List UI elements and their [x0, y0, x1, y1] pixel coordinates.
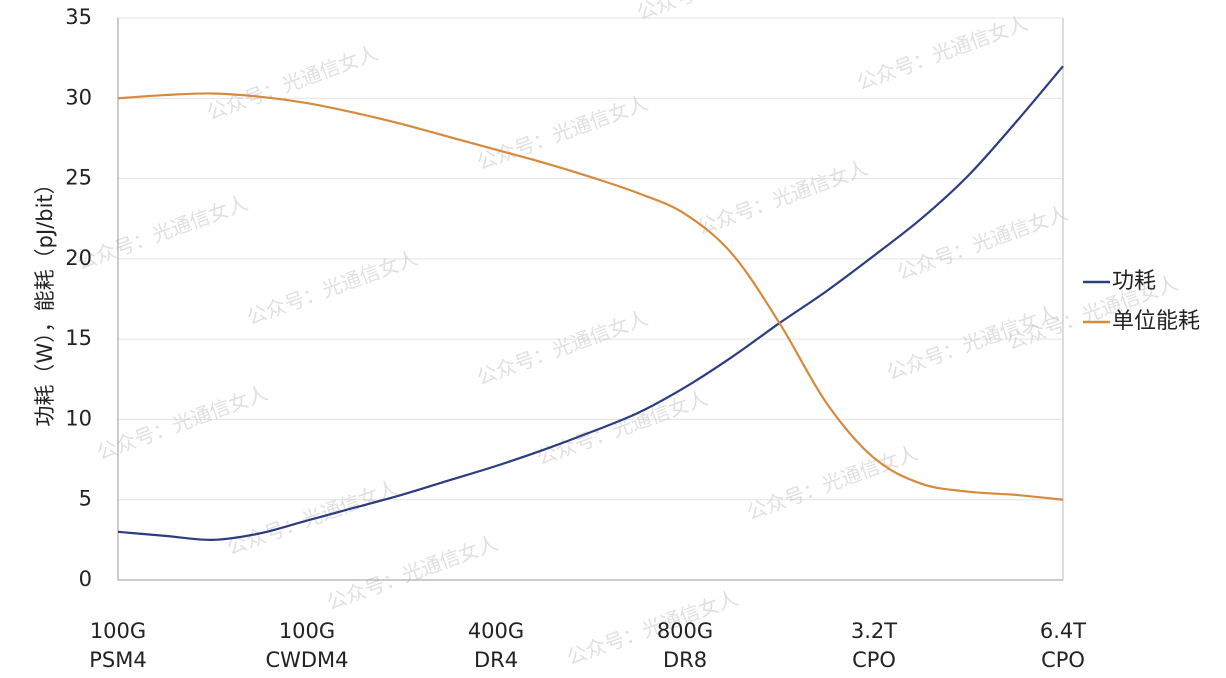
x-tick-labels: 100G PSM4 100G CWDM4 400G DR4 800G DR8 3.2T CPO 6.…	[89, 619, 1086, 672]
watermark-text: 公众号：光通信女人	[534, 386, 711, 470]
series-line-功耗	[117, 65, 1064, 541]
series-line-单位能耗	[117, 92, 1064, 501]
y-tick-label: 15	[65, 326, 92, 350]
x-tick-label: 3.2T CPO	[851, 619, 897, 672]
watermark-text: 公众号：光通信女人	[224, 476, 401, 560]
watermark-text: 公众号：光通信女人	[694, 156, 871, 240]
watermark-text: 公众号：光通信女人	[564, 586, 741, 670]
y-tick-label: 5	[79, 487, 92, 511]
y-tick-label: 35	[65, 5, 92, 29]
y-tick-label: 30	[65, 85, 92, 109]
watermark-text: 公众号：光通信女人	[744, 441, 921, 525]
watermarks: 公众号：光通信女人公众号：光通信女人公众号：光通信女人公众号：光通信女人公众号：…	[74, 0, 1181, 670]
watermark-text: 公众号：光通信女人	[474, 306, 651, 390]
x-tick-label: 6.4T CPO	[1040, 619, 1086, 672]
series-lines	[117, 65, 1064, 541]
y-tick-label: 20	[65, 246, 92, 270]
y-tick-labels: 0 5 10 15 20 25 30 35	[65, 5, 92, 591]
watermark-text: 公众号：光通信女人	[324, 531, 501, 615]
x-tick-label: 100G CWDM4	[265, 619, 348, 672]
watermark-text: 公众号：光通信女人	[94, 381, 271, 465]
watermark-text: 公众号：光通信女人	[854, 11, 1031, 95]
legend-label: 功耗	[1112, 269, 1156, 294]
watermark-text: 公众号：光通信女人	[74, 191, 251, 275]
watermark-text: 公众号：光通信女人	[244, 246, 421, 330]
axes	[117, 18, 1064, 581]
y-axis-label: 功耗（W），能耗（pJ/bit）	[33, 173, 57, 426]
x-tick-label: 100G PSM4	[89, 619, 146, 672]
x-tick-label: 400G DR4	[468, 619, 524, 672]
watermark-text: 公众号：光通信女人	[634, 0, 811, 25]
legend-label: 单位能耗	[1112, 309, 1200, 334]
y-tick-label: 25	[65, 166, 92, 190]
watermark-text: 公众号：光通信女人	[474, 91, 651, 175]
watermark-text: 公众号：光通信女人	[894, 201, 1071, 285]
y-tick-label: 0	[79, 567, 92, 591]
x-tick-label: 800G DR8	[657, 619, 713, 672]
y-tick-label: 10	[65, 406, 92, 430]
